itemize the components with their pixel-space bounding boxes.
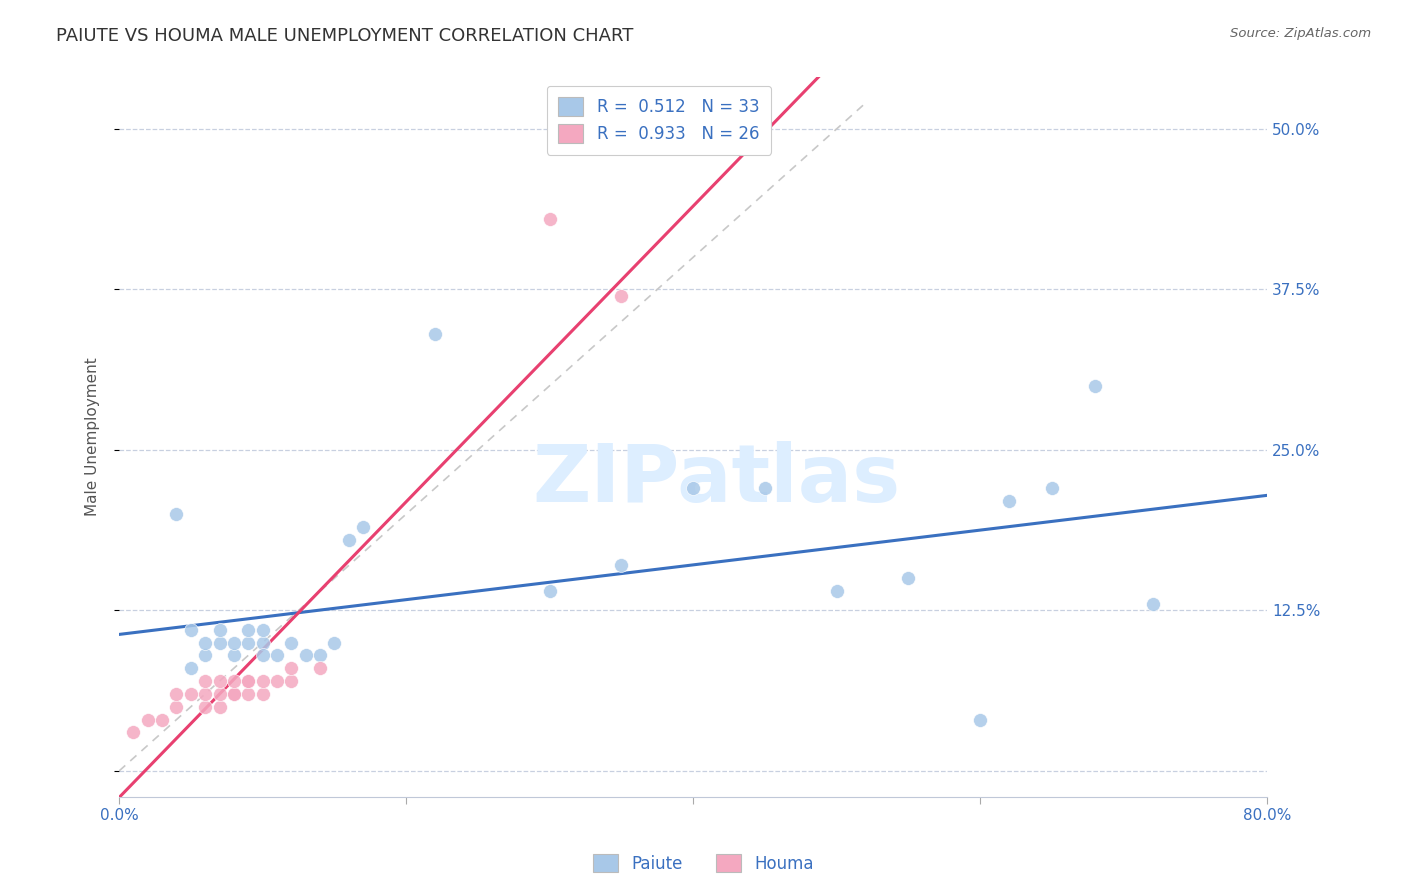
Point: [423, 327, 446, 342]
Point: [238, 635, 260, 649]
Point: [897, 571, 920, 585]
Text: PAIUTE VS HOUMA MALE UNEMPLOYMENT CORRELATION CHART: PAIUTE VS HOUMA MALE UNEMPLOYMENT CORREL…: [56, 27, 634, 45]
Point: [280, 635, 302, 649]
Point: [337, 533, 360, 547]
Point: [252, 687, 274, 701]
Point: [194, 699, 217, 714]
Point: [208, 687, 231, 701]
Point: [208, 635, 231, 649]
Point: [538, 584, 561, 599]
Legend: R =  0.512   N = 33, R =  0.933   N = 26: R = 0.512 N = 33, R = 0.933 N = 26: [547, 86, 770, 155]
Point: [610, 558, 633, 573]
Legend: Paiute, Houma: Paiute, Houma: [586, 847, 820, 880]
Point: [222, 674, 245, 689]
Point: [180, 623, 202, 637]
Point: [682, 482, 704, 496]
Point: [208, 674, 231, 689]
Point: [166, 699, 188, 714]
Point: [252, 623, 274, 637]
Point: [150, 713, 173, 727]
Point: [610, 289, 633, 303]
Point: [538, 211, 561, 226]
Point: [122, 725, 145, 739]
Point: [166, 687, 188, 701]
Point: [294, 648, 316, 663]
Point: [208, 623, 231, 637]
Point: [238, 674, 260, 689]
Point: [252, 635, 274, 649]
Point: [166, 507, 188, 521]
Point: [1040, 482, 1063, 496]
Point: [825, 584, 848, 599]
Point: [252, 674, 274, 689]
Y-axis label: Male Unemployment: Male Unemployment: [86, 358, 100, 516]
Point: [266, 648, 288, 663]
Point: [998, 494, 1021, 508]
Point: [1142, 597, 1164, 611]
Point: [309, 661, 332, 675]
Point: [238, 674, 260, 689]
Point: [1084, 378, 1107, 392]
Text: Source: ZipAtlas.com: Source: ZipAtlas.com: [1230, 27, 1371, 40]
Point: [194, 674, 217, 689]
Point: [194, 648, 217, 663]
Point: [222, 635, 245, 649]
Point: [238, 623, 260, 637]
Point: [266, 674, 288, 689]
Point: [252, 648, 274, 663]
Point: [222, 648, 245, 663]
Point: [136, 713, 159, 727]
Point: [238, 687, 260, 701]
Text: ZIPatlas: ZIPatlas: [531, 442, 900, 519]
Point: [180, 661, 202, 675]
Point: [194, 635, 217, 649]
Point: [352, 520, 374, 534]
Point: [194, 687, 217, 701]
Point: [180, 687, 202, 701]
Point: [309, 648, 332, 663]
Point: [222, 687, 245, 701]
Point: [280, 661, 302, 675]
Point: [280, 674, 302, 689]
Point: [754, 482, 776, 496]
Point: [208, 699, 231, 714]
Point: [222, 687, 245, 701]
Point: [969, 713, 991, 727]
Point: [323, 635, 346, 649]
